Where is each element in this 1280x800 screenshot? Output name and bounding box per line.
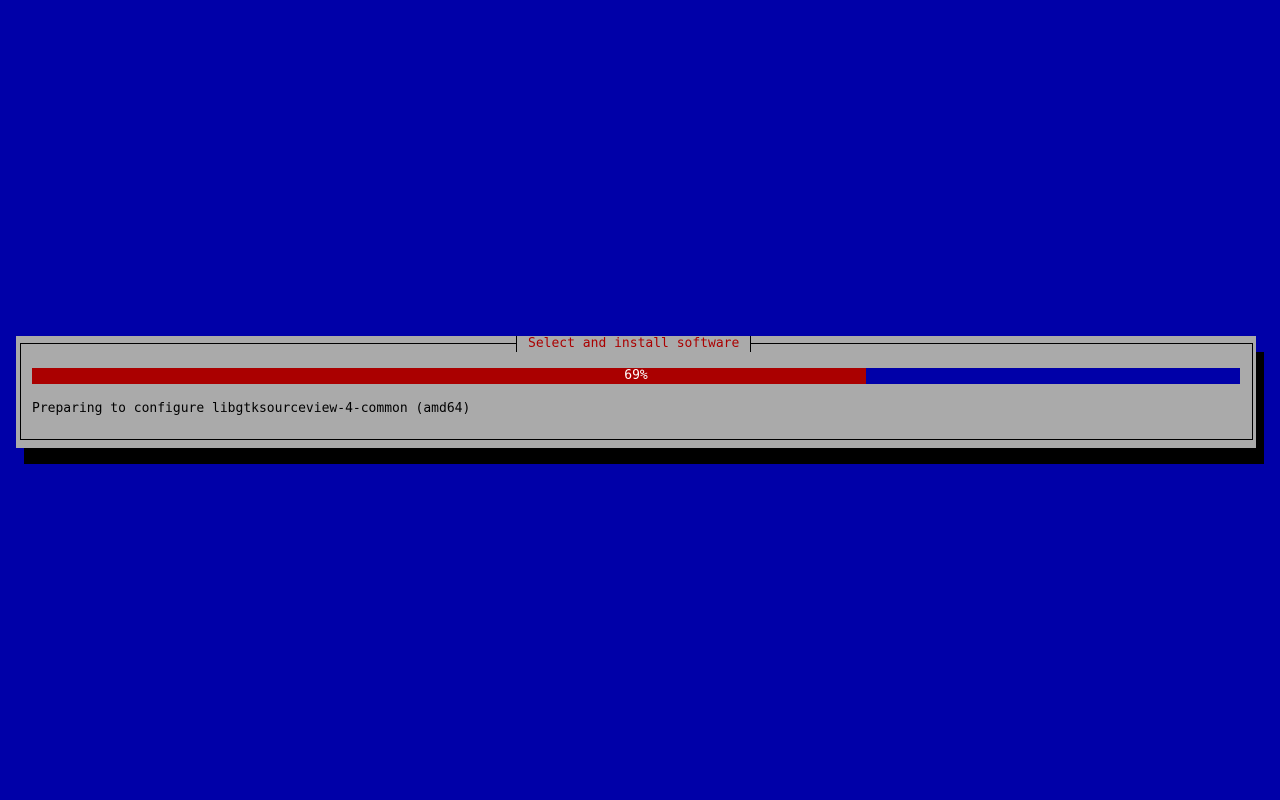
status-text: Preparing to configure libgtksourceview-…	[32, 401, 471, 416]
progress-fill	[32, 368, 866, 384]
dialog-frame	[20, 343, 1253, 440]
dialog-title: Select and install software	[516, 336, 752, 352]
progress-dialog: Select and install software 69% Preparin…	[16, 336, 1256, 448]
progress-label: 69%	[624, 368, 648, 383]
progress-bar: 69%	[32, 368, 1240, 384]
